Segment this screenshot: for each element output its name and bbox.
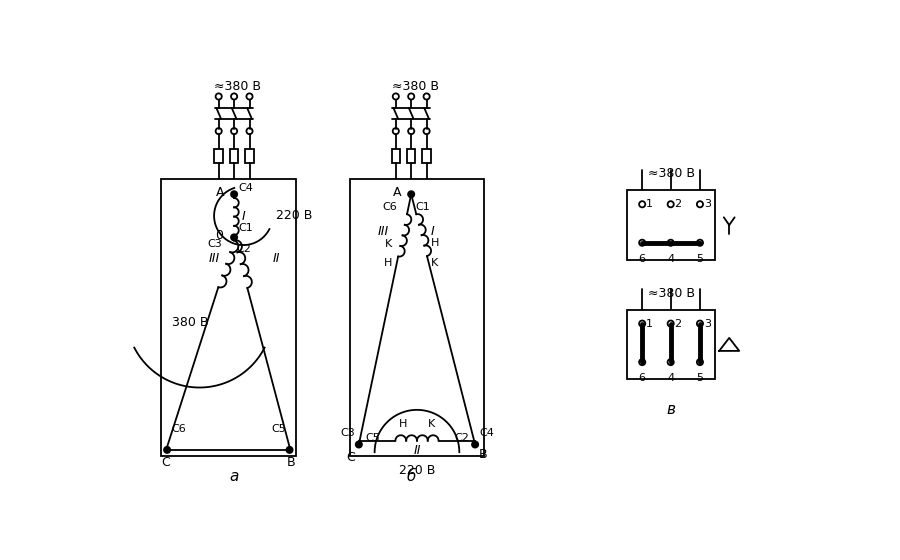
Text: H: H [431, 239, 439, 248]
Text: K: K [428, 419, 435, 429]
Text: 6: 6 [639, 254, 645, 264]
Bar [214, 149, 223, 162]
Circle shape [472, 441, 478, 447]
Circle shape [286, 447, 292, 453]
Text: II: II [273, 252, 280, 265]
Circle shape [408, 191, 414, 197]
Text: K: K [431, 258, 438, 268]
Text: 2: 2 [674, 319, 681, 329]
Text: B: B [287, 456, 295, 469]
Text: A: A [392, 186, 401, 199]
Text: ≈380 В: ≈380 В [392, 80, 438, 94]
Text: C3: C3 [340, 428, 355, 438]
Text: III: III [209, 252, 220, 265]
Bar [422, 149, 431, 162]
Text: H: H [383, 258, 392, 268]
Text: C5: C5 [271, 424, 285, 435]
Text: 2: 2 [674, 199, 681, 209]
Text: III: III [377, 225, 389, 238]
Text: C: C [346, 451, 355, 464]
Text: 1: 1 [646, 199, 653, 209]
Text: 5: 5 [697, 373, 704, 383]
Text: C2: C2 [454, 433, 469, 443]
Text: C6: C6 [382, 202, 397, 212]
Bar [349, 179, 484, 456]
Text: H: H [400, 419, 408, 429]
Text: в: в [667, 402, 676, 417]
Text: 4: 4 [667, 254, 674, 264]
Text: 380 В: 380 В [173, 316, 209, 329]
Text: 3: 3 [704, 319, 711, 329]
Text: 220 В: 220 В [399, 464, 436, 477]
Text: A: A [216, 186, 224, 199]
Bar [626, 190, 716, 260]
Text: ≈380 В: ≈380 В [648, 287, 695, 300]
Text: C3: C3 [207, 239, 221, 249]
Text: C1: C1 [415, 202, 430, 212]
Circle shape [164, 447, 170, 453]
Bar [230, 149, 238, 162]
Circle shape [231, 191, 238, 197]
Text: 5: 5 [697, 254, 704, 264]
Bar [392, 149, 400, 162]
Bar [246, 149, 254, 162]
Text: 1: 1 [646, 319, 653, 329]
Text: ≈380 В: ≈380 В [648, 167, 695, 180]
Text: C: C [161, 456, 170, 469]
Text: C5: C5 [365, 433, 380, 443]
Text: б: б [407, 469, 416, 484]
Text: B: B [479, 449, 488, 461]
Circle shape [231, 234, 238, 240]
Text: 0: 0 [215, 230, 223, 242]
Text: II: II [413, 444, 420, 457]
Text: I: I [242, 210, 246, 223]
Text: C4: C4 [479, 428, 494, 438]
Bar [161, 179, 296, 456]
Text: 4: 4 [667, 373, 674, 383]
Bar [407, 149, 416, 162]
Circle shape [356, 441, 362, 447]
Text: 3: 3 [704, 199, 711, 209]
Text: K: K [385, 239, 392, 249]
Text: а: а [230, 469, 238, 484]
Text: C4: C4 [238, 183, 254, 193]
Text: 220 В: 220 В [276, 209, 313, 222]
Text: C2: C2 [237, 244, 251, 254]
Bar [626, 310, 716, 379]
Text: I: I [431, 225, 435, 238]
Text: 6: 6 [639, 373, 645, 383]
Text: C6: C6 [171, 424, 185, 435]
Text: C1: C1 [238, 223, 254, 233]
Text: ≈380 В: ≈380 В [214, 80, 261, 94]
